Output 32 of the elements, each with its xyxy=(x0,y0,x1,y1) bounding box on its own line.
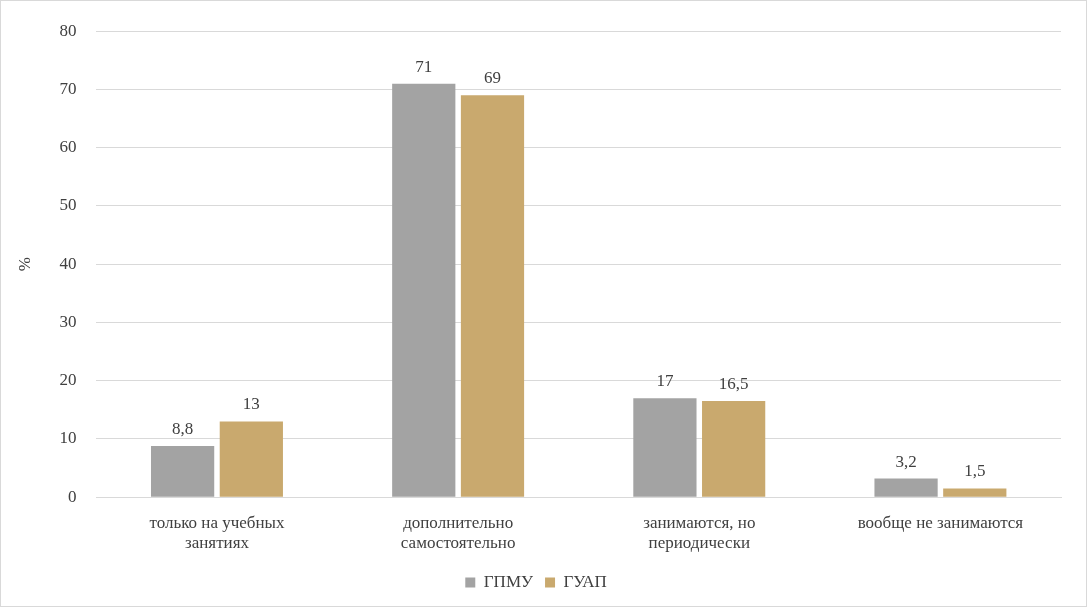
bar xyxy=(874,478,938,497)
legend-label: ГУАП xyxy=(563,571,607,591)
y-tick-label: 40 xyxy=(59,253,77,273)
x-tick-label: занимаются, но периодически xyxy=(643,512,756,553)
bar xyxy=(460,95,525,497)
data-label: 69 xyxy=(483,68,501,88)
y-tick-label: 80 xyxy=(59,20,77,40)
y-tick-label: 30 xyxy=(59,311,77,331)
x-tick-label: только на учебных занятиях xyxy=(149,512,285,553)
bar xyxy=(702,401,766,497)
bar xyxy=(151,445,215,497)
x-tick-label: вообще не занимаются xyxy=(857,512,1024,532)
y-tick-label: 50 xyxy=(59,195,77,215)
y-tick-label: 20 xyxy=(59,370,77,390)
y-tick-label: 0 xyxy=(67,486,77,506)
bar xyxy=(392,83,456,497)
legend-label: ГПМУ xyxy=(483,571,535,591)
y-axis-title: % xyxy=(14,257,34,272)
data-label: 16,5 xyxy=(718,374,749,394)
data-label: 3,2 xyxy=(895,451,917,471)
bar xyxy=(943,488,1007,497)
bar xyxy=(633,398,697,497)
data-label: 71 xyxy=(415,56,433,76)
x-tick-label: дополнительно самостоятельно xyxy=(400,512,516,553)
y-tick-label: 10 xyxy=(59,428,77,448)
y-tick-label: 60 xyxy=(59,137,77,157)
data-label: 8,8 xyxy=(171,418,194,438)
data-label: 17 xyxy=(656,371,674,391)
bar xyxy=(219,421,283,497)
y-tick-label: 70 xyxy=(59,78,77,98)
data-label: 1,5 xyxy=(964,461,986,481)
data-label: 13 xyxy=(242,394,260,414)
